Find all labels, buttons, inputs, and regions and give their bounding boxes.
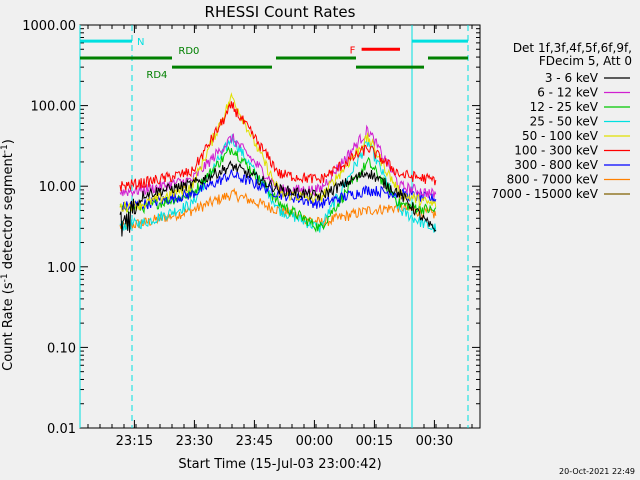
series-line-100-300keV bbox=[119, 101, 437, 192]
y-tick-label: 10.00 bbox=[39, 180, 76, 195]
series-line-3-6keV bbox=[119, 160, 437, 237]
x-tick-label: 00:15 bbox=[356, 434, 393, 449]
y-tick-label: 1.00 bbox=[47, 261, 76, 276]
legend-label: 3 - 6 keV bbox=[545, 71, 599, 85]
legend: Det 1f,3f,4f,5f,6f,9f,FDecim 5, Att 0 3 -… bbox=[491, 41, 632, 201]
n-label: N bbox=[137, 37, 144, 48]
y-tick-label: 100.00 bbox=[31, 100, 77, 115]
legend-label: 7000 - 15000 keV bbox=[491, 187, 598, 201]
legend-label: 300 - 800 keV bbox=[514, 158, 598, 172]
legend-label: 6 - 12 keV bbox=[537, 86, 599, 100]
legend-label: 12 - 25 keV bbox=[530, 100, 599, 114]
series-line-300-800keV bbox=[119, 169, 437, 212]
legend-label: 25 - 50 keV bbox=[530, 115, 599, 129]
series-line-25-50keV bbox=[119, 134, 437, 233]
legend-label: 50 - 100 keV bbox=[522, 129, 599, 143]
legend-header-line: FDecim 5, Att 0 bbox=[539, 54, 632, 68]
timestamp-footer: 20-Oct-2021 22:49 bbox=[559, 467, 635, 476]
y-axis-label: Count Rate (s-1 detector segment-1) bbox=[0, 139, 16, 371]
f-label: F bbox=[350, 45, 356, 56]
series-line-800-7000keV bbox=[119, 187, 437, 230]
x-tick-label: 00:30 bbox=[416, 434, 453, 449]
x-tick-label: 23:30 bbox=[176, 434, 213, 449]
legend-header-line: Det 1f,3f,4f,5f,6f,9f, bbox=[513, 41, 632, 55]
y-tick-label: 1000.00 bbox=[22, 19, 76, 34]
y-tick-label: 0.10 bbox=[47, 341, 76, 356]
x-tick-label: 23:45 bbox=[236, 434, 273, 449]
plot-area: 1000.00 100.00 10.00 1.00 0.10 0.01 23:15 23:30… bbox=[22, 19, 481, 449]
rd4-label: RD4 bbox=[146, 70, 167, 81]
x-tick-label: 23:15 bbox=[116, 434, 153, 449]
y-tick-label: 0.01 bbox=[47, 422, 76, 437]
chart-title: RHESSI Count Rates bbox=[205, 3, 356, 21]
x-axis-label: Start Time (15-Jul-03 23:00:42) bbox=[178, 457, 381, 472]
legend-label: 800 - 7000 keV bbox=[507, 173, 599, 187]
x-tick-label: 00:00 bbox=[296, 434, 333, 449]
legend-label: 100 - 300 keV bbox=[514, 144, 598, 158]
rd0-label: RD0 bbox=[178, 46, 199, 57]
